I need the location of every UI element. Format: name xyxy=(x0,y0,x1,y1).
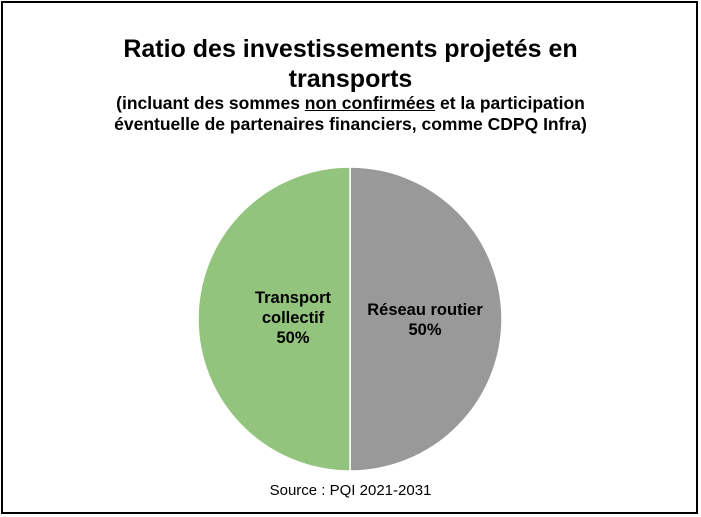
subtitle-underlined-text: non confirmées xyxy=(304,93,436,113)
slice-percent-label: 50% xyxy=(408,321,442,339)
slice-label-line-2: collectif xyxy=(261,309,325,327)
chart-source: Source : PQI 2021-2031 xyxy=(269,482,432,499)
pie-slice-1 xyxy=(197,166,351,472)
slice-label-line-1: Réseau routier xyxy=(367,301,483,319)
pie-slice-0 xyxy=(349,166,503,472)
slice-label-transport-collectif: Transport collectif 50% xyxy=(255,288,331,348)
chart-subtitle-line-1: (incluant des sommes non confirmées et l… xyxy=(0,93,701,114)
chart-subtitle-line-2: éventuelle de partenaires financiers, co… xyxy=(114,114,587,134)
slice-percent-label: 50% xyxy=(276,329,310,347)
slice-label-reseau-routier: Réseau routier 50% xyxy=(367,300,483,340)
slice-label-line-1: Transport xyxy=(254,289,332,307)
chart-title: Ratio des investissements projetés en tr… xyxy=(0,34,701,94)
subtitle-text-after: et la participation xyxy=(435,93,585,113)
chart-title-line-2: transports xyxy=(288,65,413,93)
chart-title-line-1: Ratio des investissements projetés en xyxy=(123,35,578,63)
subtitle-text-before: (incluant des sommes xyxy=(116,93,305,113)
chart-subtitle: (incluant des sommes non confirmées et l… xyxy=(0,93,701,135)
